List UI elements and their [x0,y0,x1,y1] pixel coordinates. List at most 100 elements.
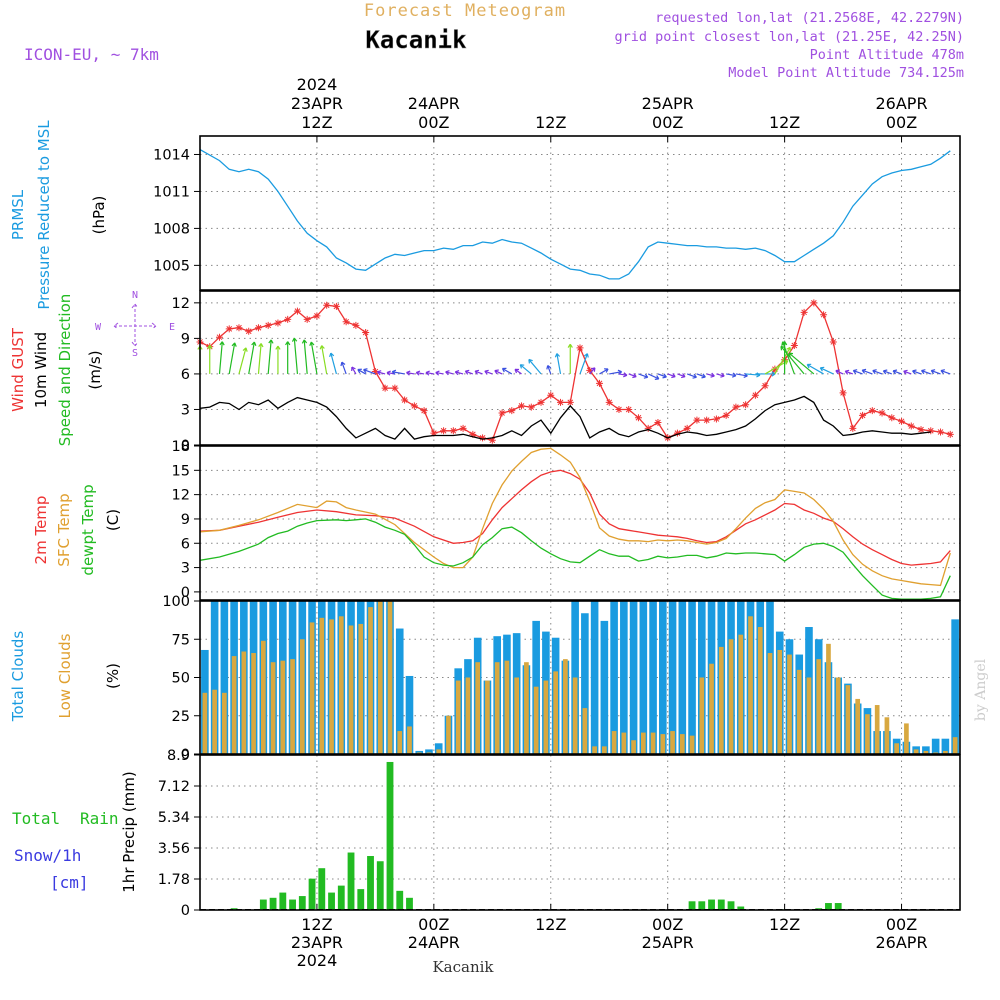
wind-arrow [716,372,725,378]
gust-marker [946,430,954,438]
gust-marker [508,407,516,415]
low-cloud-bar [319,617,325,754]
low-cloud-bar [806,677,812,754]
total-cloud-bar [649,601,657,754]
wind-arrow [363,368,376,375]
low-cloud-bar [816,659,822,754]
total-cloud-bar [425,749,433,754]
low-cloud-bar [436,749,442,754]
total-cloud-bar [590,601,599,754]
low-cloud-bar [299,639,305,754]
wind-arrow [861,368,873,375]
gust-marker [771,365,779,373]
precip-bar [279,892,287,910]
wind-speed-dir-label: Speed and Direction [56,294,74,447]
precip-bar [825,903,832,910]
y-tick-label: 25 [172,709,190,725]
series-line-2m-temp [199,469,951,566]
wind-arrow [599,368,609,375]
low-cloud-bar [631,740,636,754]
time-label-bottom: 12Z [535,915,566,934]
gust-marker [829,338,837,346]
gust-marker [761,382,769,390]
gust-marker [595,379,603,387]
gust-marker [693,416,701,424]
time-label-top: 26APR [875,94,927,113]
gust-marker [625,405,633,413]
y-tick-label: 0 [181,747,190,763]
precip-bar [688,901,696,910]
footer-location: Kacanik [432,958,494,976]
wind-arrow [819,366,834,375]
wind-arrow [351,366,357,375]
precip-bar [337,885,345,910]
low-cloud-bar [368,607,373,754]
low-cloud-bar [222,692,227,754]
precip-bar [737,906,745,910]
low-cloud-bar [465,677,471,754]
low-cloud-bar [504,660,510,754]
wind-arrow [726,372,737,378]
low-cloud-bar [777,649,783,754]
wind-arrow [464,369,474,375]
low-cloud-bar [650,732,656,754]
gust-marker [790,341,798,349]
precip-bar [230,908,238,910]
wind-arrow [567,343,573,374]
low-cloud-bar [455,680,461,754]
gust-marker [810,299,818,307]
point-altitude: Point Altitude 478m [810,47,964,63]
gust-marker [703,416,711,424]
low-cloud-bar [407,726,412,754]
wind-arrow [275,345,281,374]
low-cloud-bar [260,640,266,754]
gust-marker [371,368,379,376]
wind-arrow [774,346,791,375]
gust-marker [547,391,555,399]
wind-arrow [554,353,562,375]
watermark: by Angel [973,658,989,721]
total-cloud-bar [629,601,638,754]
time-label-bottom: 25APR [642,933,694,952]
low-cloud-bar [845,685,851,754]
low-cloud-bar [943,750,948,754]
precip-bar [376,861,384,910]
wind-arrow [930,369,941,375]
low-cloud-bar [913,749,919,754]
wind-arrow [892,369,902,375]
gust-marker [917,426,925,434]
dewpt-label: dewpt Temp [79,484,97,575]
compass-s: S [132,348,138,359]
precip-bar [298,896,306,910]
low-cloud-bar [494,662,500,754]
low-cloud-bar [865,714,870,754]
low-cloud-bar [670,731,675,754]
gust-marker [898,417,906,425]
gust-marker [712,415,720,423]
wind-arrow [638,373,649,379]
gust-marker [868,407,876,415]
y-tick-label: 1008 [153,221,190,237]
low-cloud-bar [640,732,646,754]
gust-marker [557,398,565,406]
y-tick-label: 7.12 [158,779,190,795]
gust-marker [401,396,409,404]
gust-marker [303,315,311,323]
low-cloud-bar [358,623,364,754]
gust-marker [274,319,282,327]
wind-arrow [454,370,464,376]
y-tick-label: 6 [181,367,190,383]
time-label-bottom: 12Z [301,915,332,934]
gust-marker [732,403,740,411]
y-tick-label: 12 [172,296,190,312]
wind-arrow [484,369,493,375]
low-cloud-bar [884,717,890,754]
series-line-10m-wind [199,395,931,440]
wind-arrow [519,364,532,375]
wind-arrow [329,352,337,375]
precip-bar [717,899,725,910]
wind-arrow [835,369,844,375]
total-cloud-bar [210,601,219,754]
